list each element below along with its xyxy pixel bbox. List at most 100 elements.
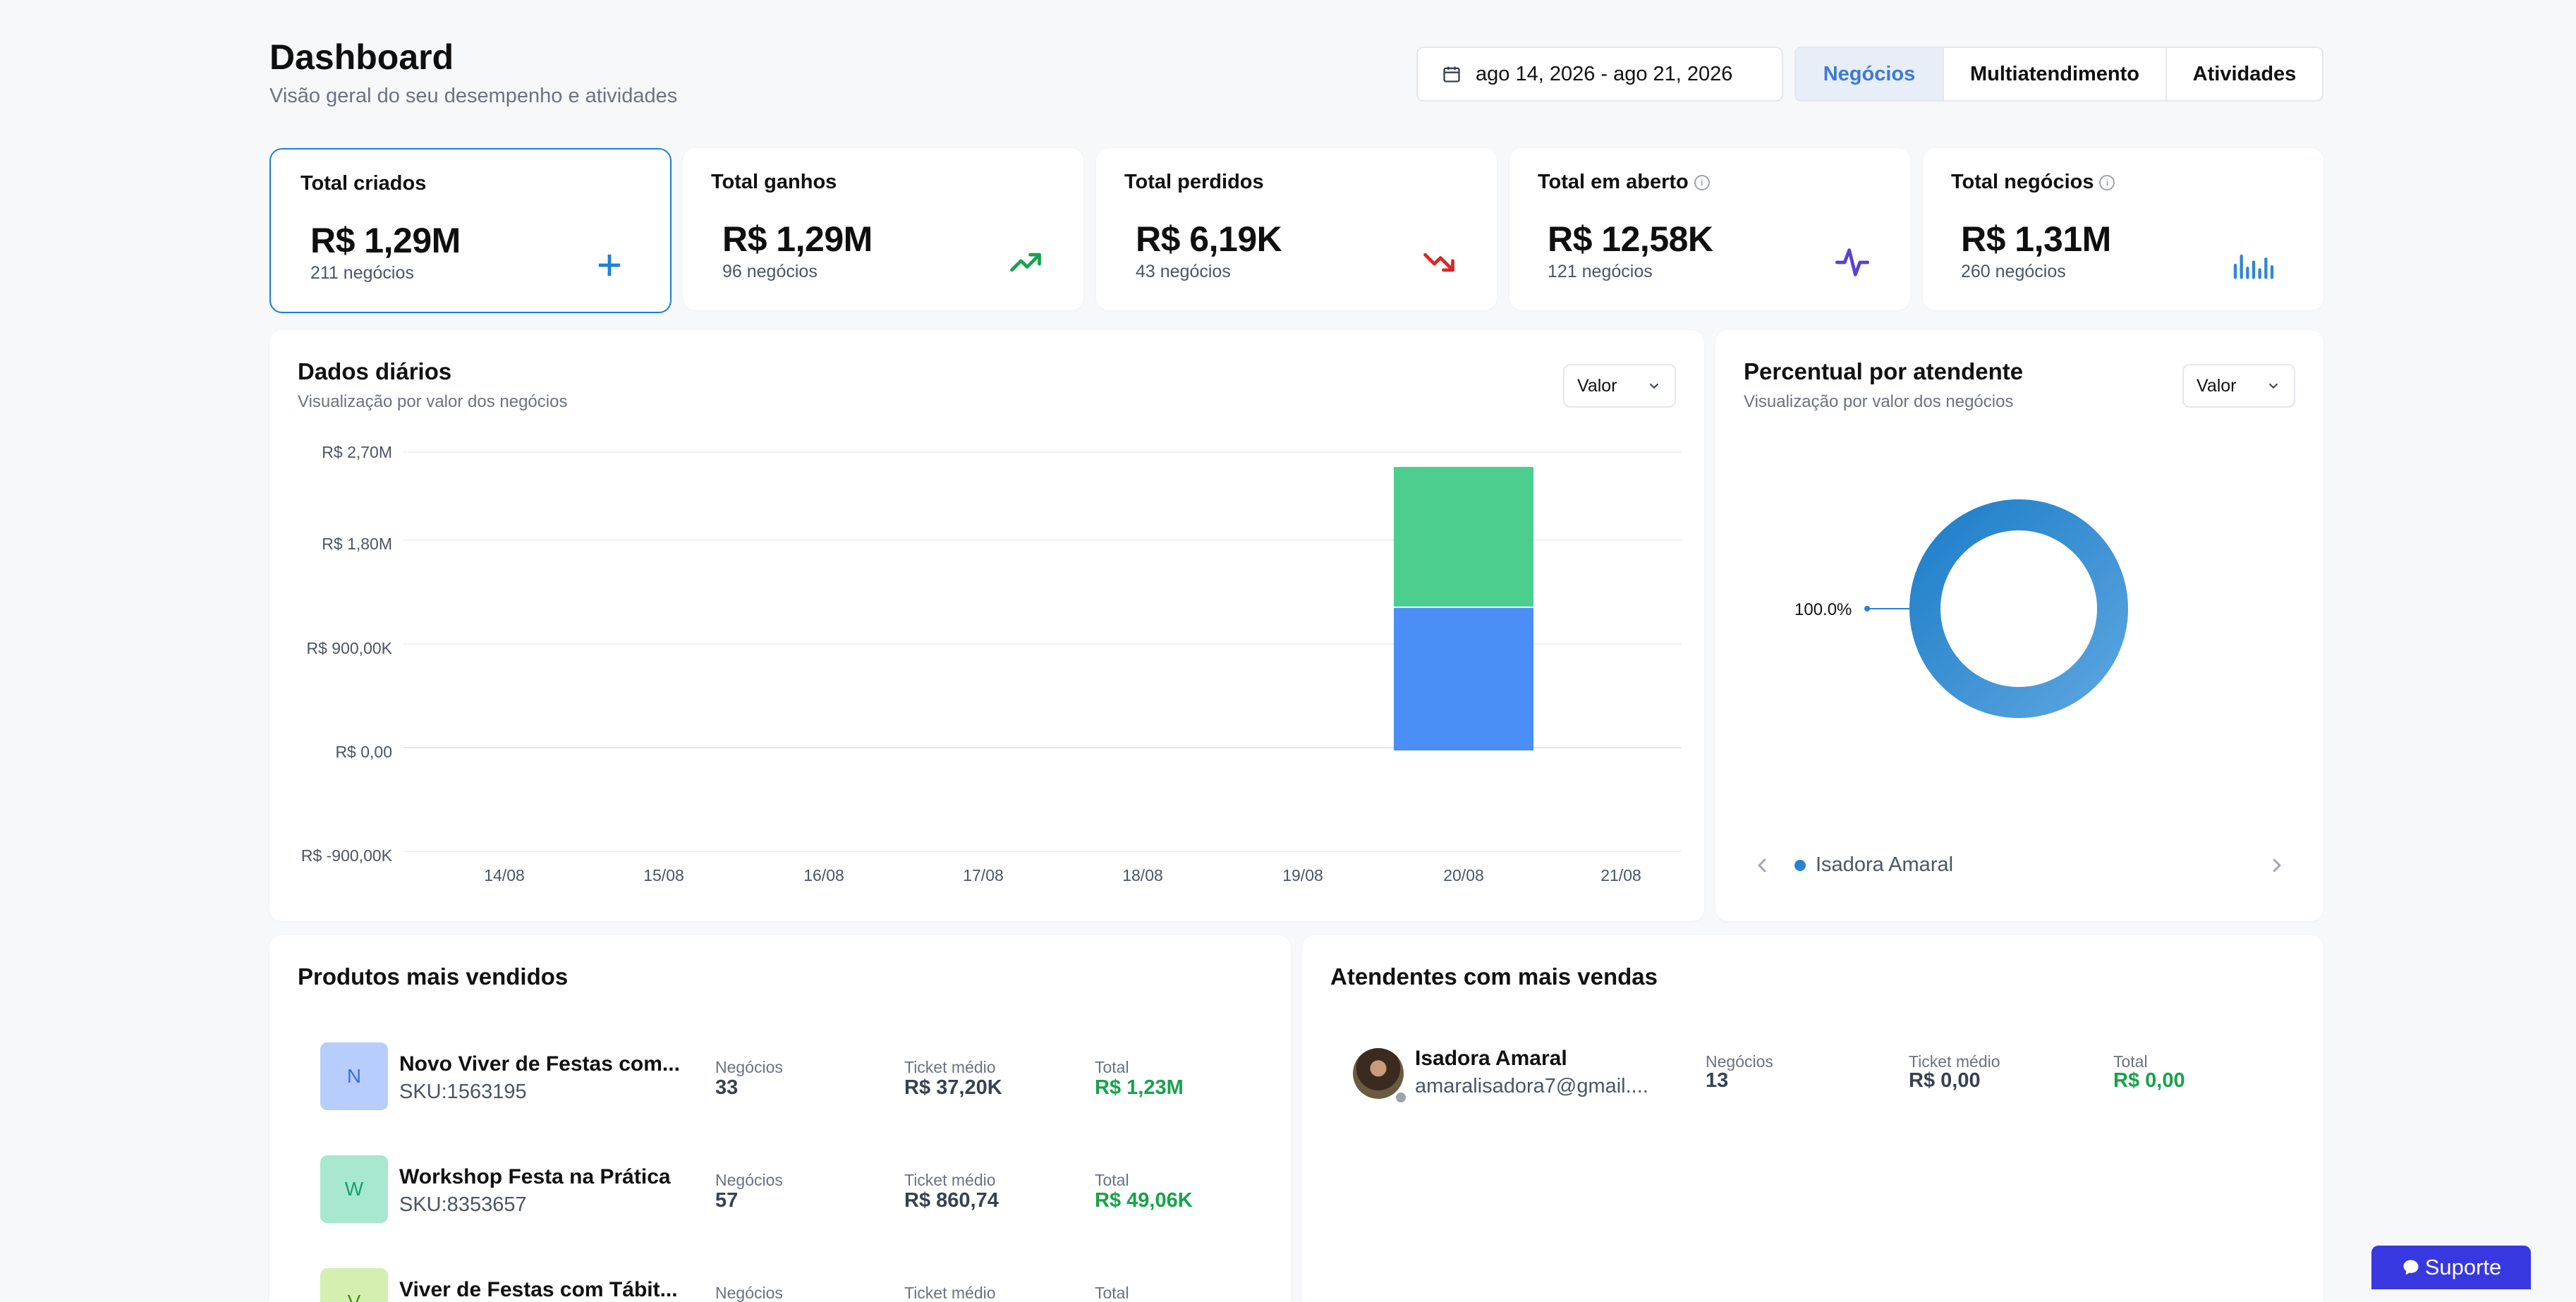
tab-multiatendimento[interactable]: Multiatendimento — [1969, 62, 2140, 85]
grid-line — [403, 540, 1682, 541]
x-tick-label: 14/08 — [484, 866, 525, 884]
donut-chart: 100.0% — [1794, 499, 2128, 718]
total-value: R$ 1,23M — [1095, 1076, 1184, 1099]
kpi-subtitle: 96 negócios — [722, 262, 818, 281]
x-tick-label: 20/08 — [1443, 866, 1484, 884]
donut-slice[interactable] — [1909, 499, 2128, 718]
slice-label: 100.0% — [1794, 600, 1852, 619]
kpi-card-total-ganhos[interactable]: Total ganhos R$ 1,29M 96 negócios — [683, 148, 1083, 310]
top-agents-card: Atendentes com mais vendas Isadora Amara… — [1302, 935, 2323, 1302]
kpi-card-total-criados[interactable]: Total criados R$ 1,29M 211 negócios — [269, 148, 672, 313]
kpi-title: Total em aberto i — [1538, 171, 1710, 194]
legend-color-dot — [1794, 859, 1806, 871]
deals-value: 33 — [715, 1076, 739, 1099]
kpi-card-total-negocios[interactable]: Total negócios i R$ 1,31M 260 negócios — [1923, 148, 2323, 310]
x-tick-label: 19/08 — [1282, 866, 1323, 884]
card-title: Atendentes com mais vendas — [1330, 963, 1658, 990]
grid-line — [403, 451, 1682, 453]
grid-line — [403, 747, 1682, 748]
kpi-value: R$ 1,29M — [722, 219, 873, 259]
product-row[interactable]: V Viver de Festas com Tábit... Negócios … — [269, 1268, 1291, 1302]
total-label: Total — [1095, 1171, 1129, 1189]
avatar — [1353, 1048, 1404, 1099]
value-select[interactable]: Valor — [2182, 364, 2295, 408]
y-tick-label: R$ 0,00 — [335, 743, 392, 761]
y-tick-label: R$ 2,70M — [322, 443, 392, 461]
card-title: Dados diários — [298, 358, 452, 384]
value-select[interactable]: Valor — [1563, 364, 1676, 408]
deals-value: 57 — [715, 1189, 739, 1212]
kpi-card-total-perdidos[interactable]: Total perdidos R$ 6,19K 43 negócios — [1096, 148, 1497, 310]
deals-label: Negócios — [715, 1171, 783, 1189]
online-status-dot — [1394, 1090, 1408, 1105]
card-subtitle: Visualização por valor dos negócios — [298, 392, 568, 411]
y-tick-label: R$ 900,00K — [306, 639, 392, 657]
page-title: Dashboard — [269, 37, 454, 77]
tab-divider — [2165, 48, 2167, 100]
kpi-title-text: Total em aberto — [1538, 171, 1689, 193]
x-tick-label: 17/08 — [963, 866, 1004, 884]
chat-icon — [2403, 1260, 2419, 1275]
deals-label: Negócios — [1706, 1052, 1773, 1071]
bar-chart-icon — [2233, 254, 2274, 279]
support-button[interactable]: Suporte — [2371, 1246, 2531, 1289]
chevron-left-icon[interactable] — [1752, 855, 1773, 876]
chevron-down-icon — [2268, 383, 2278, 389]
product-row[interactable]: W Workshop Festa na Prática SKU:8353657 … — [269, 1155, 1291, 1233]
agent-email: amaralisadora7@gmail.... — [1415, 1075, 1648, 1097]
deals-value: 13 — [1706, 1069, 1729, 1092]
legend-label: Isadora Amaral — [1816, 853, 1954, 876]
bar-segment[interactable] — [1394, 607, 1533, 751]
kpi-value: R$ 1,29M — [310, 221, 461, 260]
kpi-subtitle: 211 negócios — [310, 263, 414, 283]
total-label: Total — [2113, 1052, 2148, 1071]
slice-label-dot — [1864, 606, 1870, 612]
x-tick-label: 16/08 — [803, 866, 844, 884]
y-tick-label: R$ 1,80M — [322, 535, 392, 553]
tab-negocios[interactable]: Negócios — [1796, 48, 1943, 100]
deals-label: Negócios — [715, 1058, 783, 1076]
deals-label: Negócios — [715, 1284, 783, 1302]
product-sku: SKU:8353657 — [399, 1193, 527, 1216]
legend-item[interactable]: Isadora Amaral — [1794, 853, 1953, 877]
ticket-label: Ticket médio — [904, 1058, 996, 1076]
info-icon[interactable]: i — [1694, 174, 1710, 190]
chevron-right-icon[interactable] — [2266, 855, 2287, 876]
product-avatar: W — [320, 1155, 388, 1223]
support-label: Suporte — [2424, 1255, 2502, 1279]
trending-up-icon — [1010, 253, 1041, 272]
top-products-card: Produtos mais vendidos N Novo Viver de F… — [269, 935, 1291, 1302]
product-name: Novo Viver de Festas com... — [399, 1052, 680, 1076]
bar-segment[interactable] — [1394, 467, 1533, 607]
product-row[interactable]: N Novo Viver de Festas com... SKU:156319… — [269, 1042, 1291, 1120]
y-tick-label: R$ -900,00K — [300, 846, 392, 865]
tab-atividades[interactable]: Atividades — [2192, 62, 2297, 85]
kpi-title: Total negócios i — [1951, 171, 2115, 194]
kpi-value: R$ 6,19K — [1136, 219, 1282, 259]
x-tick-label: 18/08 — [1122, 866, 1163, 884]
date-range-picker[interactable]: ago 14, 2026 - ago 21, 2026 — [1416, 47, 1783, 102]
page-subtitle: Visão geral do seu desempenho e atividad… — [269, 85, 678, 107]
kpi-card-total-em-aberto[interactable]: Total em aberto i R$ 12,58K 121 negócios — [1509, 148, 1910, 310]
trending-down-icon — [1423, 253, 1454, 272]
kpi-subtitle: 43 negócios — [1136, 262, 1231, 281]
x-tick-label: 15/08 — [643, 866, 684, 884]
ticket-label: Ticket médio — [904, 1284, 996, 1302]
total-label: Total — [1095, 1058, 1129, 1076]
ticket-label: Ticket médio — [904, 1171, 996, 1189]
grid-line — [403, 643, 1682, 645]
card-title: Percentual por atendente — [1744, 358, 2024, 384]
total-label: Total — [1095, 1284, 1129, 1302]
card-title: Produtos mais vendidos — [298, 963, 569, 990]
product-avatar: V — [320, 1268, 388, 1302]
chart-plot-area — [403, 443, 1682, 859]
kpi-title: Total perdidos — [1124, 171, 1264, 193]
total-value: R$ 0,00 — [2113, 1069, 2185, 1092]
x-axis: 14/08 15/08 16/08 17/08 18/08 19/08 20/0… — [403, 866, 1682, 894]
info-icon[interactable]: i — [2099, 174, 2115, 190]
agent-row[interactable]: Isadora Amaral amaralisadora7@gmail.... … — [1302, 1041, 2323, 1112]
ticket-value: R$ 37,20K — [904, 1076, 1002, 1099]
kpi-value: R$ 12,58K — [1548, 219, 1713, 259]
grid-line — [403, 851, 1682, 852]
kpi-title: Total criados — [300, 172, 427, 195]
